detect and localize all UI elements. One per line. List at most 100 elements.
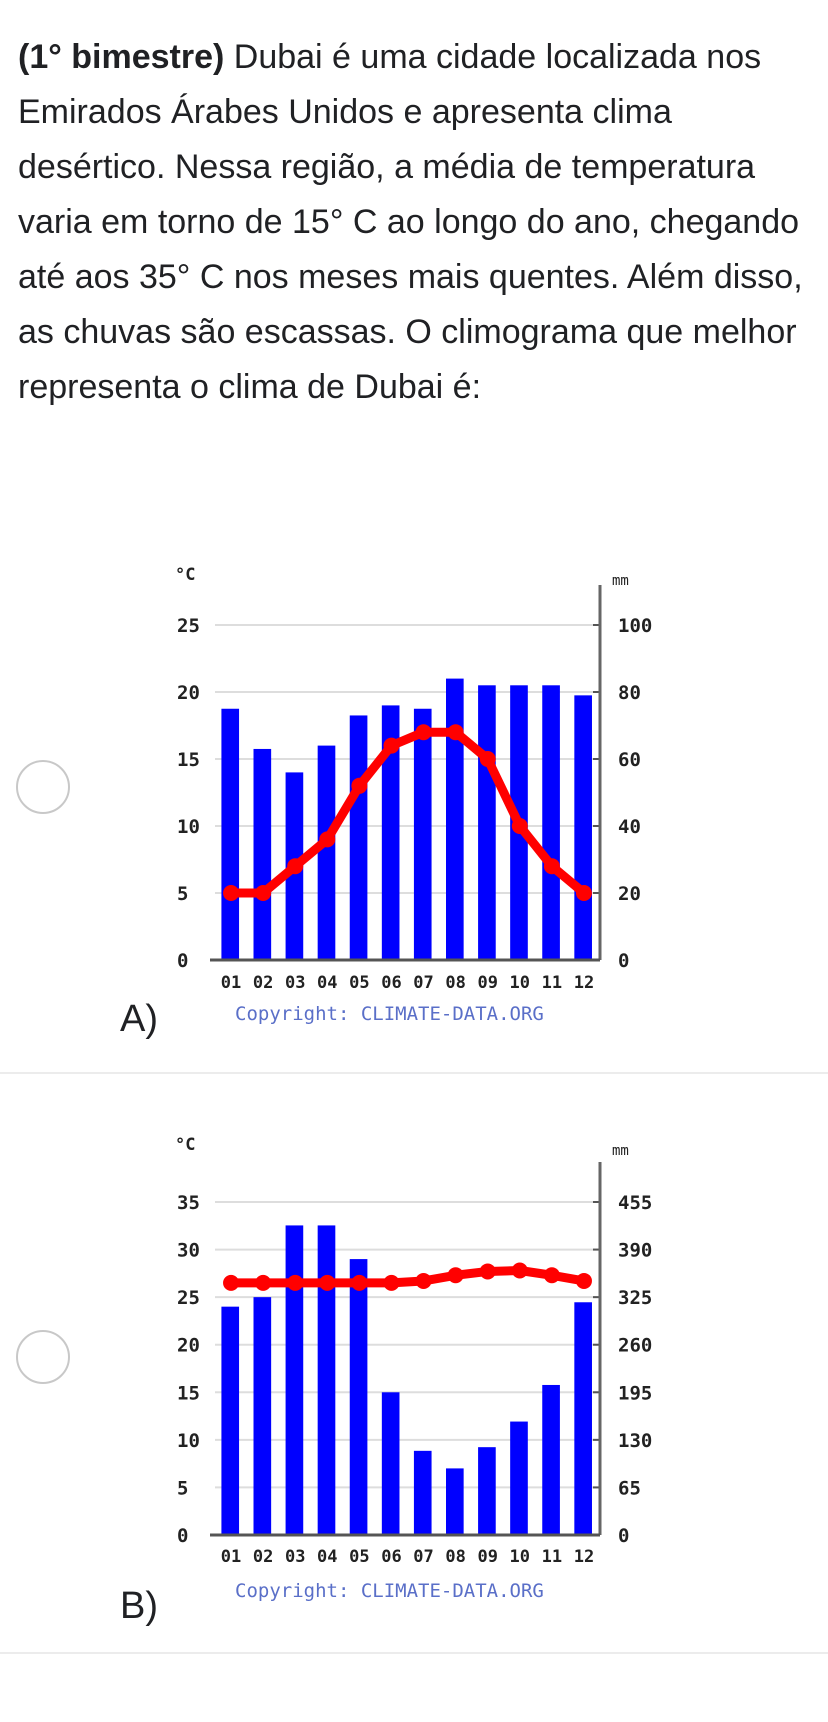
temp-tick-label: 5 [177, 1477, 188, 1499]
temperature-point [415, 724, 432, 741]
option-b-label: B) [120, 1585, 158, 1627]
month-label: 05 [349, 973, 369, 993]
precip-tick-label: 0 [618, 950, 629, 972]
temp-tick-label: 30 [177, 1240, 200, 1262]
precip-bar [413, 1450, 432, 1535]
temp-tick-label: 25 [177, 1287, 200, 1309]
temperature-point [319, 1274, 336, 1291]
temp-tick-label: 15 [177, 1382, 200, 1404]
precip-tick-label: 100 [618, 615, 652, 637]
temperature-point [479, 751, 496, 767]
precip-tick-label: 80 [618, 682, 641, 704]
precip-tick-label: 325 [618, 1287, 652, 1309]
option-a[interactable]: A) °C mm 0 5 10 15 20 25 0 20 40 60 80 100 01 02 03 04 05 0… [0, 520, 828, 1070]
precip-unit-label: mm [612, 573, 629, 589]
precip-bar [381, 705, 400, 960]
temperature-line [226, 727, 589, 898]
temp-tick-label: 5 [177, 883, 188, 905]
month-label: 01 [221, 1547, 241, 1567]
precip-tick-label: 195 [618, 1382, 652, 1404]
temperature-point [575, 885, 592, 901]
precip-tick-label: 260 [618, 1335, 652, 1357]
month-label: 09 [477, 973, 497, 993]
option-b[interactable]: B) °C mm 0 5 10 15 20 25 30 35 0 65 130 195 260 325 390 4… [0, 1090, 828, 1650]
temp-tick-label: 35 [177, 1192, 200, 1214]
month-label: 05 [349, 1547, 369, 1567]
temperature-point [351, 1274, 368, 1291]
divider [0, 1652, 828, 1654]
temperature-point [223, 885, 240, 901]
temp-tick-label: 10 [177, 816, 200, 838]
radio-option-b[interactable] [16, 1330, 70, 1384]
month-label: 10 [510, 1547, 530, 1567]
temperature-point [415, 1272, 432, 1289]
precip-bar [574, 1302, 592, 1535]
climogram-b: °C mm051015202530350651301952603253904550… [175, 1135, 652, 1602]
month-label: 08 [445, 1547, 465, 1567]
temp-tick-label: 0 [177, 950, 188, 972]
temperature-point [255, 1274, 272, 1291]
precip-tick-label: 390 [618, 1240, 652, 1262]
temperature-point [319, 831, 336, 848]
month-label: 04 [317, 973, 337, 993]
month-label: 10 [510, 973, 530, 993]
month-label: 04 [317, 1547, 337, 1567]
month-label: 11 [542, 973, 562, 993]
precip-bar [542, 685, 560, 960]
temperature-point [447, 1267, 464, 1284]
precip-bar [478, 1447, 496, 1535]
precip-tick-label: 0 [618, 1525, 629, 1547]
precip-bar [478, 685, 496, 960]
month-label: 02 [253, 1547, 273, 1567]
temperature-point [511, 1262, 528, 1279]
precip-bar [446, 1468, 464, 1535]
month-label: 01 [221, 973, 241, 993]
month-label: 06 [381, 973, 401, 993]
month-label: 07 [413, 973, 433, 993]
precip-bar [413, 708, 432, 960]
divider [0, 1072, 828, 1074]
precip-bar [349, 715, 368, 960]
precip-tick-label: 40 [618, 816, 641, 838]
question-prefix: (1° bimestre) [18, 38, 225, 76]
temperature-point [383, 1274, 400, 1291]
precip-bar [317, 745, 336, 960]
precip-tick-label: 455 [618, 1192, 652, 1214]
precip-unit-label: mm [612, 1143, 629, 1159]
radio-option-a[interactable] [16, 760, 70, 814]
month-label: 08 [445, 973, 465, 993]
temperature-line [226, 1266, 589, 1288]
temperature-point [543, 858, 560, 875]
precip-bar [542, 1384, 560, 1535]
temperature-point [543, 1267, 560, 1284]
precip-bar [381, 1392, 400, 1535]
precip-tick-label: 65 [618, 1477, 641, 1499]
precip-tick-label: 130 [618, 1430, 652, 1452]
temperature-point [223, 1274, 240, 1291]
precip-bar [510, 1421, 528, 1535]
precip-bar [446, 678, 464, 960]
temperature-point [255, 885, 272, 901]
temp-tick-label: 20 [177, 682, 200, 704]
temperature-point [447, 724, 464, 741]
temperature-point [575, 1272, 592, 1289]
precip-bar [285, 1225, 304, 1535]
precip-bar [349, 1259, 368, 1535]
temp-tick-label: 15 [177, 749, 200, 771]
month-label: 03 [285, 1547, 305, 1567]
month-label: 09 [477, 1547, 497, 1567]
month-label: 11 [542, 1547, 562, 1567]
option-a-label: A) [120, 998, 158, 1040]
temperature-point [351, 777, 368, 794]
temperature-point [383, 737, 400, 754]
temperature-point [479, 1263, 496, 1280]
precip-bar [574, 695, 592, 960]
temp-tick-label: 25 [177, 615, 200, 637]
temp-unit-label: °C [175, 565, 195, 585]
precip-bar [253, 1297, 272, 1535]
temperature-point [287, 858, 304, 875]
question-text: (1° bimestre) Dubai é uma cidade localiz… [18, 30, 818, 415]
precip-bar [253, 748, 272, 960]
temp-tick-label: 10 [177, 1430, 200, 1452]
